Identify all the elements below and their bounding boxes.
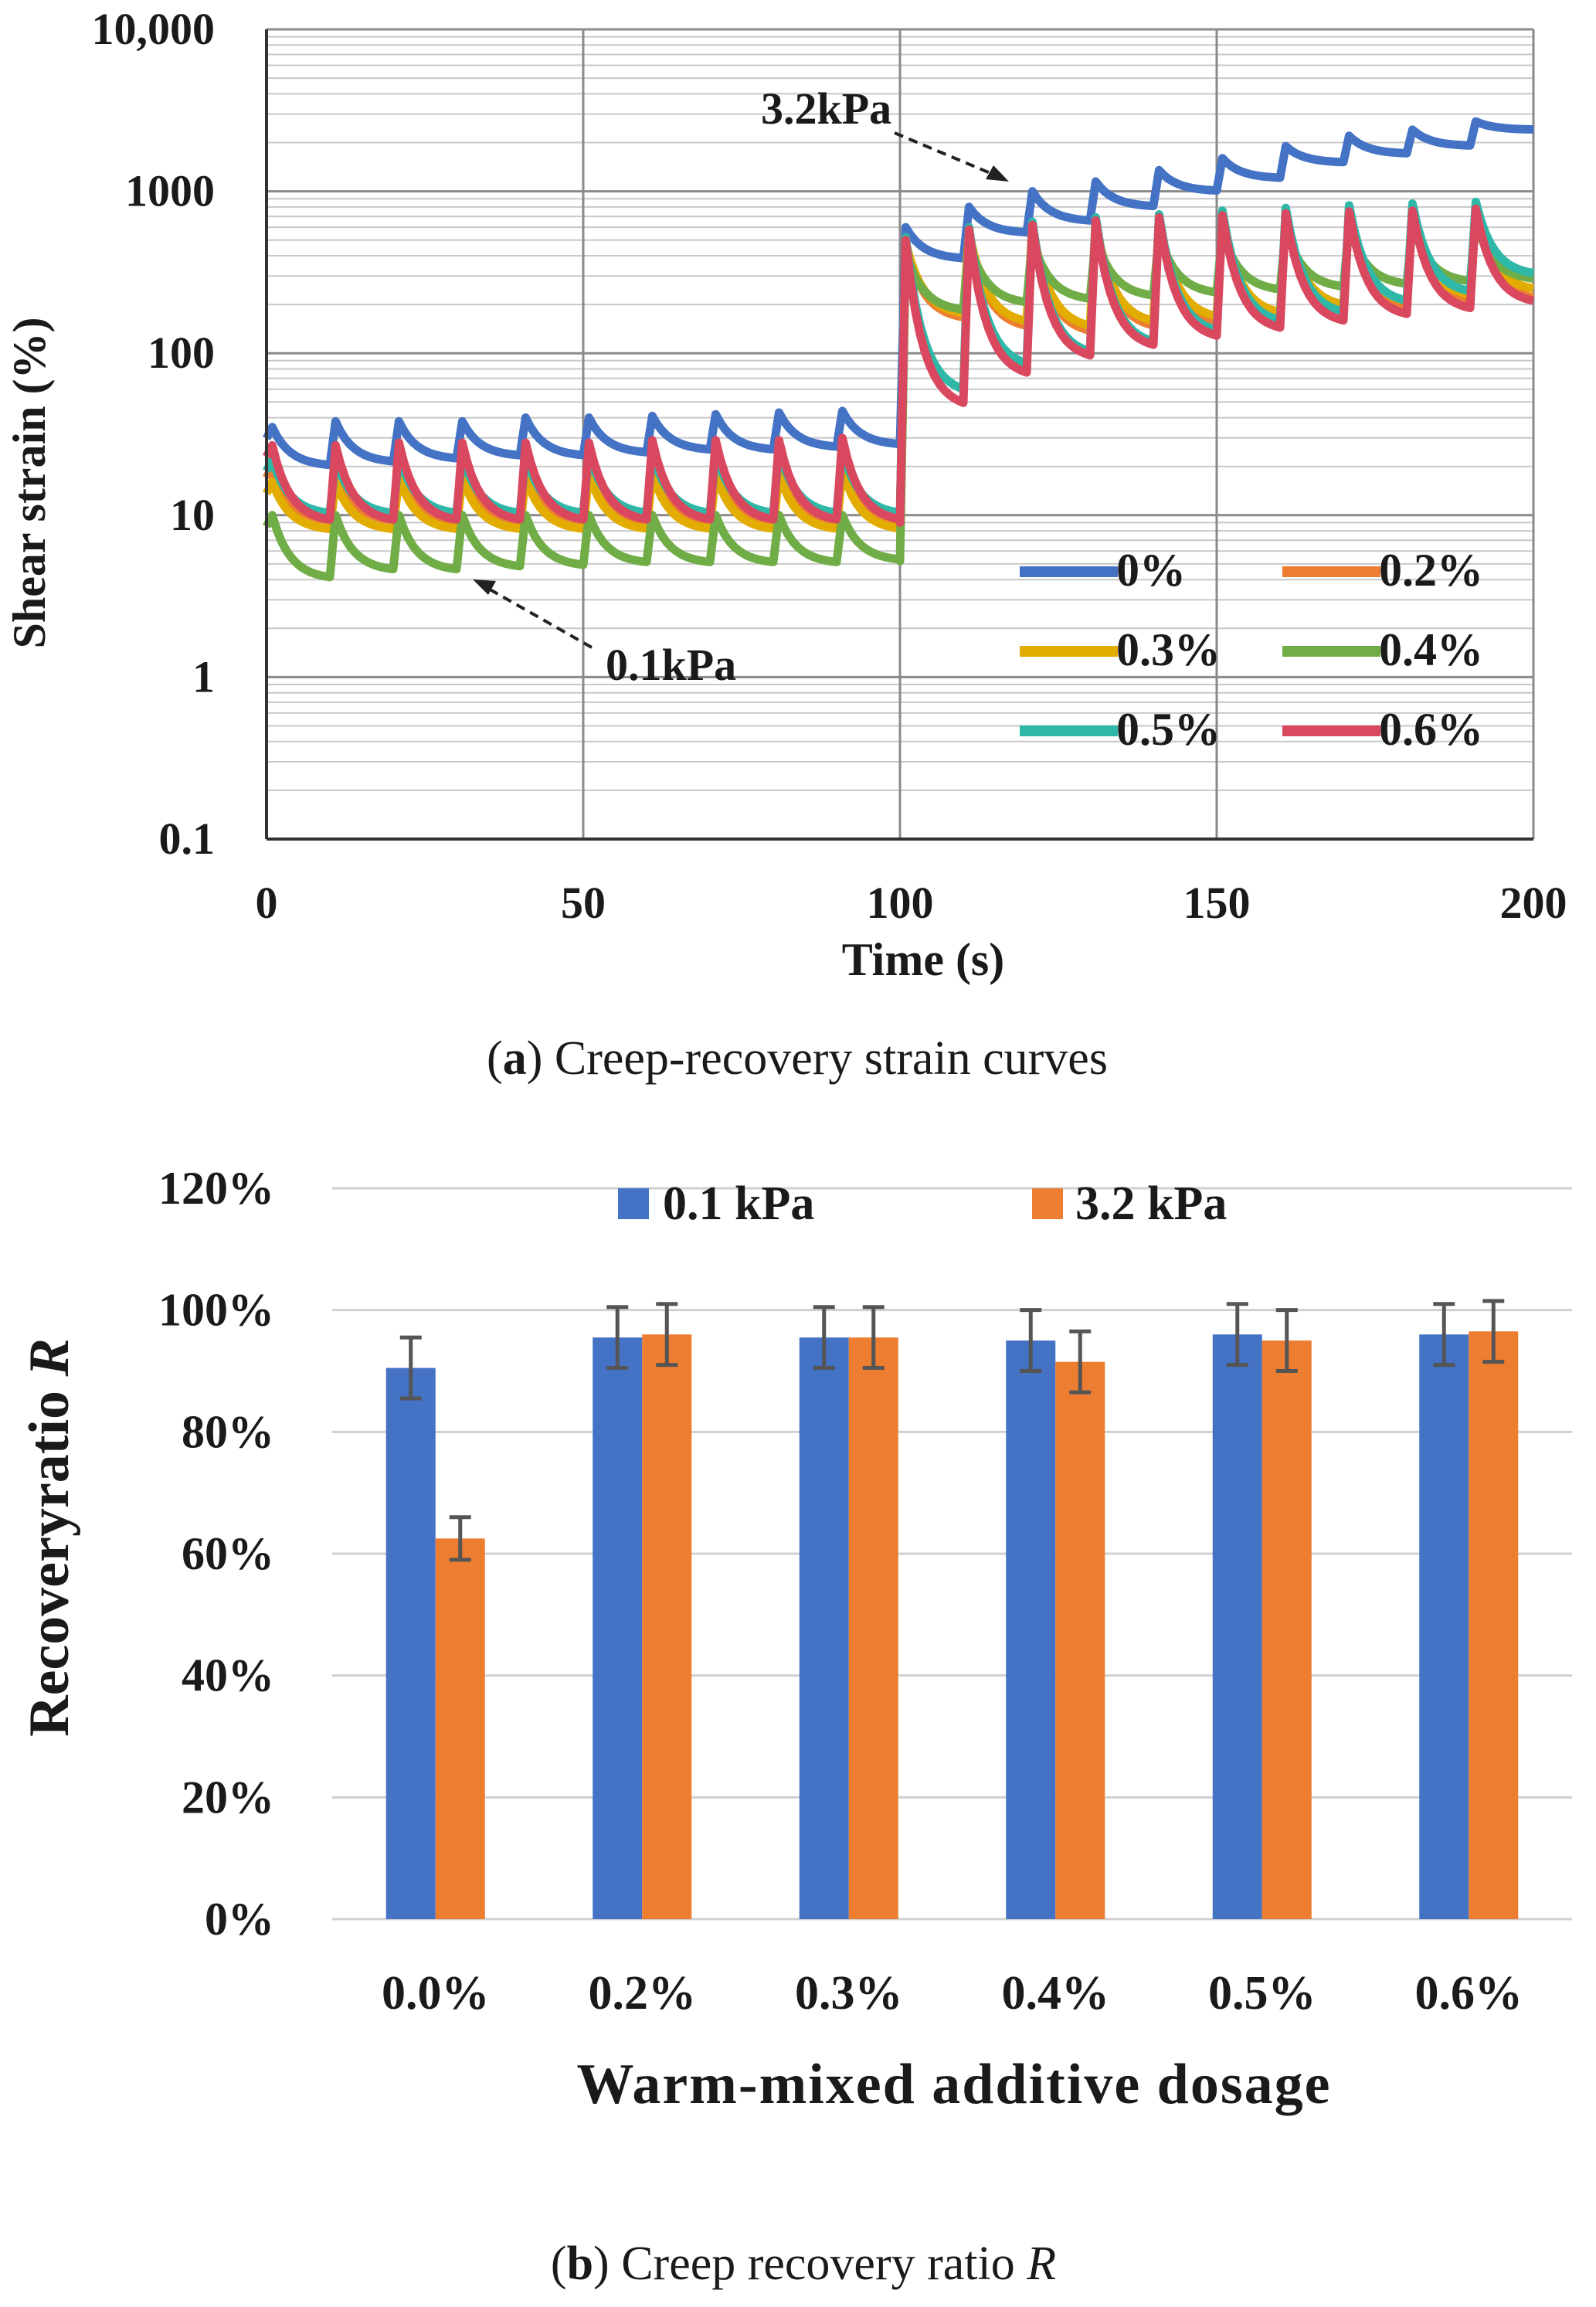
- bar-0-3pct-0-1-kpa: [799, 1337, 849, 1919]
- bar-0-0pct-0-1-kpa: [385, 1368, 436, 1919]
- caption-a-text: Creep-recovery strain curves: [555, 1032, 1108, 1085]
- x-tick-label: 0.5%: [1208, 1967, 1316, 2020]
- y-tick-label: 10,000: [92, 4, 216, 54]
- y-tick-label: 1000: [125, 166, 215, 216]
- series-line-0-4pct: [263, 218, 1534, 582]
- annotation-3-2kpa: 3.2kPa: [761, 83, 891, 134]
- caption-a-open-paren: (: [487, 1032, 503, 1085]
- caption-b: (b) Creep recovery ratio R: [551, 2237, 1056, 2290]
- caption-b-open-paren: (: [551, 2237, 567, 2290]
- x-tick-label: 0.0%: [382, 1967, 490, 2020]
- y-tick-label: 100: [148, 328, 215, 378]
- x-tick-label: 0.3%: [795, 1967, 903, 2020]
- caption-b-close-paren: ): [593, 2237, 621, 2290]
- legend-label-0-3pct: 0.3%: [1116, 624, 1221, 675]
- series-line-0-6pct: [263, 204, 1535, 527]
- bar-0-3pct-3-2-kpa: [848, 1337, 898, 1919]
- bars: [385, 1331, 1519, 1919]
- x-axis-title: Time (s): [842, 934, 1005, 985]
- caption-a: (a) Creep-recovery strain curves: [487, 1032, 1108, 1085]
- annotation-3-2kpa-arrow: [894, 131, 1002, 179]
- x-tick-label: 100: [867, 878, 934, 928]
- y-axis-title: Shear strain (%): [4, 318, 55, 649]
- y-tick-label: 100%: [158, 1285, 274, 1336]
- creep-strain-chart: 0.1 1 10 100 1000 10,000 0 50 100 150 200 Time (s)…: [4, 4, 1567, 1085]
- x-axis-title: Warm-mixed additive dosage: [577, 2053, 1332, 2116]
- bar-0-5pct-0-1-kpa: [1212, 1334, 1262, 1919]
- bar-0-0pct-3-2-kpa: [435, 1538, 485, 1919]
- recovery-ratio-chart: 0.0% 0.2% 0.3% 0.4% 0.5% 0.6% 0% 20% 40% 60% 80% 10…: [18, 1163, 1572, 2290]
- y-tick-label: 0.1: [159, 814, 216, 864]
- bar-0-2pct-3-2-kpa: [642, 1334, 692, 1919]
- annotation-3-2kpa-arrowhead: [986, 165, 1009, 182]
- x-tick-label: 0.2%: [589, 1967, 697, 2020]
- caption-a-close-paren: ): [527, 1032, 555, 1085]
- annotation-0-1kpa: 0.1kPa: [606, 640, 736, 690]
- legend-swatch-3-2kpa: [1032, 1188, 1063, 1219]
- caption-b-symbol: R: [1026, 2237, 1056, 2290]
- legend-label-0-4pct: 0.4%: [1379, 624, 1483, 675]
- annotation-0-1kpa-arrowhead: [473, 579, 496, 595]
- x-tick-label: 50: [561, 878, 606, 928]
- series-lines: [263, 117, 1535, 582]
- tick-labels: 0.1 1 10 100 1000 10,000 0 50 100 150 200: [92, 4, 1567, 928]
- x-tick-label: 0: [256, 878, 278, 928]
- y-axis-title-text: Recoveryratio: [18, 1376, 81, 1736]
- legend-label-0-2pct: 0.2%: [1379, 545, 1483, 596]
- x-tick-label: 200: [1500, 878, 1567, 928]
- x-tick-label: 150: [1183, 878, 1251, 928]
- legend-label-3-2kpa: 3.2 kPa: [1075, 1177, 1227, 1230]
- y-tick-label: 40%: [182, 1650, 274, 1701]
- y-tick-label: 1: [192, 651, 215, 702]
- bar-0-2pct-0-1-kpa: [593, 1337, 643, 1919]
- bar-0-4pct-3-2-kpa: [1055, 1361, 1105, 1919]
- axes: [265, 29, 1533, 841]
- legend-label-0pct: 0%: [1116, 545, 1186, 596]
- legend: 0.1 kPa 3.2 kPa: [618, 1177, 1227, 1230]
- legend-label-0-1kpa: 0.1 kPa: [663, 1177, 814, 1230]
- y-tick-label: 60%: [182, 1528, 274, 1579]
- legend: 0% 0.2% 0.3% 0.4% 0.5% 0.6%: [1020, 545, 1483, 755]
- y-axis-title-symbol: R: [18, 1338, 81, 1377]
- y-axis-title: Recoveryratio R: [18, 1338, 81, 1737]
- bar-0-5pct-3-2-kpa: [1262, 1340, 1312, 1919]
- caption-a-label: a: [503, 1032, 527, 1085]
- annotation-0-1kpa-arrow: [480, 583, 593, 649]
- error-bars: [399, 1299, 1505, 1562]
- caption-b-text: Creep recovery ratio: [621, 2237, 1027, 2290]
- x-tick-label: 0.4%: [1002, 1967, 1110, 2020]
- legend-label-0-5pct: 0.5%: [1116, 704, 1221, 755]
- y-tick-label: 10: [170, 490, 215, 540]
- legend-label-0-6pct: 0.6%: [1379, 704, 1483, 755]
- y-tick-label: 80%: [182, 1406, 274, 1457]
- legend-swatch-0-1kpa: [618, 1188, 649, 1219]
- bar-0-4pct-0-1-kpa: [1006, 1340, 1056, 1919]
- grid-lines: [332, 1187, 1572, 1921]
- bar-0-6pct-3-2-kpa: [1469, 1331, 1519, 1919]
- x-tick-label: 0.6%: [1415, 1967, 1523, 2020]
- tick-labels: 0.0% 0.2% 0.3% 0.4% 0.5% 0.6% 0% 20% 40% 60% 80% 10…: [158, 1163, 1523, 2020]
- caption-b-label: b: [567, 2237, 593, 2290]
- y-tick-label: 0%: [205, 1894, 274, 1945]
- bar-0-6pct-0-1-kpa: [1419, 1334, 1469, 1919]
- y-tick-label: 20%: [182, 1772, 274, 1823]
- y-tick-label: 120%: [158, 1163, 274, 1214]
